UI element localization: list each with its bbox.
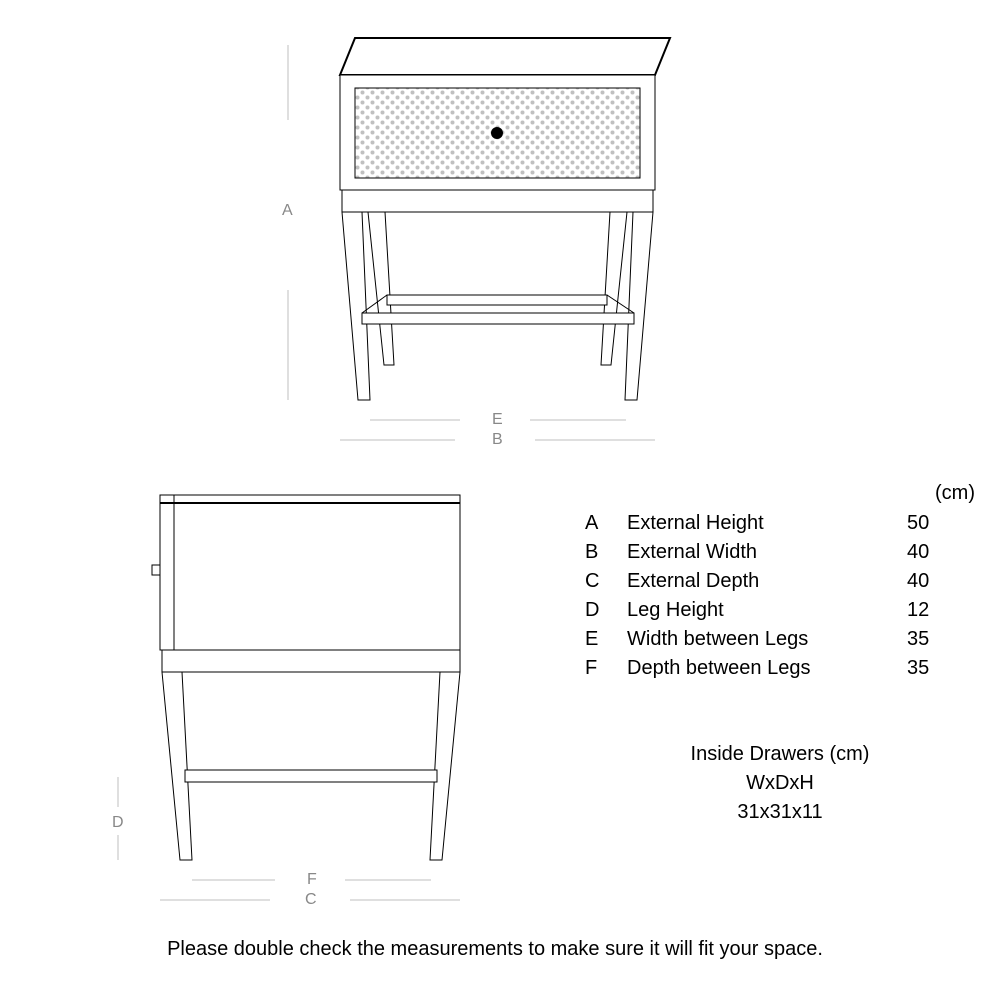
dimension-row-letter: C <box>585 567 627 596</box>
dimension-row-label: Width between Legs <box>627 625 907 654</box>
unit-header: (cm) <box>935 479 975 508</box>
dimension-row-letter: B <box>585 538 627 567</box>
front-view-drawing: A B E <box>270 20 700 450</box>
dimension-row-label: External Width <box>627 538 907 567</box>
dimension-row-value: 12 <box>907 596 967 625</box>
dim-letter-c: C <box>305 891 317 908</box>
dim-letter-e: E <box>492 411 503 428</box>
dimension-row-value: 35 <box>907 625 967 654</box>
inside-drawers-subtitle: WxDxH <box>650 769 910 798</box>
footer-note: Please double check the measurements to … <box>0 938 990 961</box>
dimension-row-letter: A <box>585 509 627 538</box>
dimension-row-value: 50 <box>907 509 967 538</box>
dim-letter-b: B <box>492 431 503 448</box>
dimension-row: EWidth between Legs35 <box>585 625 967 654</box>
dimension-row: CExternal Depth40 <box>585 567 967 596</box>
dimension-row: BExternal Width40 <box>585 538 967 567</box>
dimension-row: AExternal Height50 <box>585 509 967 538</box>
dimension-row-label: External Depth <box>627 567 907 596</box>
dimension-row-label: External Height <box>627 509 907 538</box>
dimension-row: FDepth between Legs35 <box>585 654 967 683</box>
dim-letter-f: F <box>307 871 317 888</box>
dimension-row-label: Depth between Legs <box>627 654 907 683</box>
dimension-row-value: 40 <box>907 567 967 596</box>
dimension-diagram: A B E D C <box>0 0 990 990</box>
side-view-drawing: D C F <box>100 475 520 915</box>
inside-drawers-value: 31x31x11 <box>650 798 910 827</box>
dimension-row-letter: E <box>585 625 627 654</box>
dim-letter-d: D <box>112 814 124 831</box>
dimension-row-value: 40 <box>907 538 967 567</box>
dimension-row: DLeg Height12 <box>585 596 967 625</box>
dimension-table: (cm) AExternal Height50BExternal Width40… <box>585 509 967 683</box>
dimension-row-value: 35 <box>907 654 967 683</box>
inside-drawers-block: Inside Drawers (cm) WxDxH 31x31x11 <box>650 740 910 827</box>
inside-drawers-title: Inside Drawers (cm) <box>650 740 910 769</box>
dimension-row-letter: D <box>585 596 627 625</box>
dimension-row-label: Leg Height <box>627 596 907 625</box>
dim-letter-a: A <box>282 202 293 219</box>
dimension-row-letter: F <box>585 654 627 683</box>
